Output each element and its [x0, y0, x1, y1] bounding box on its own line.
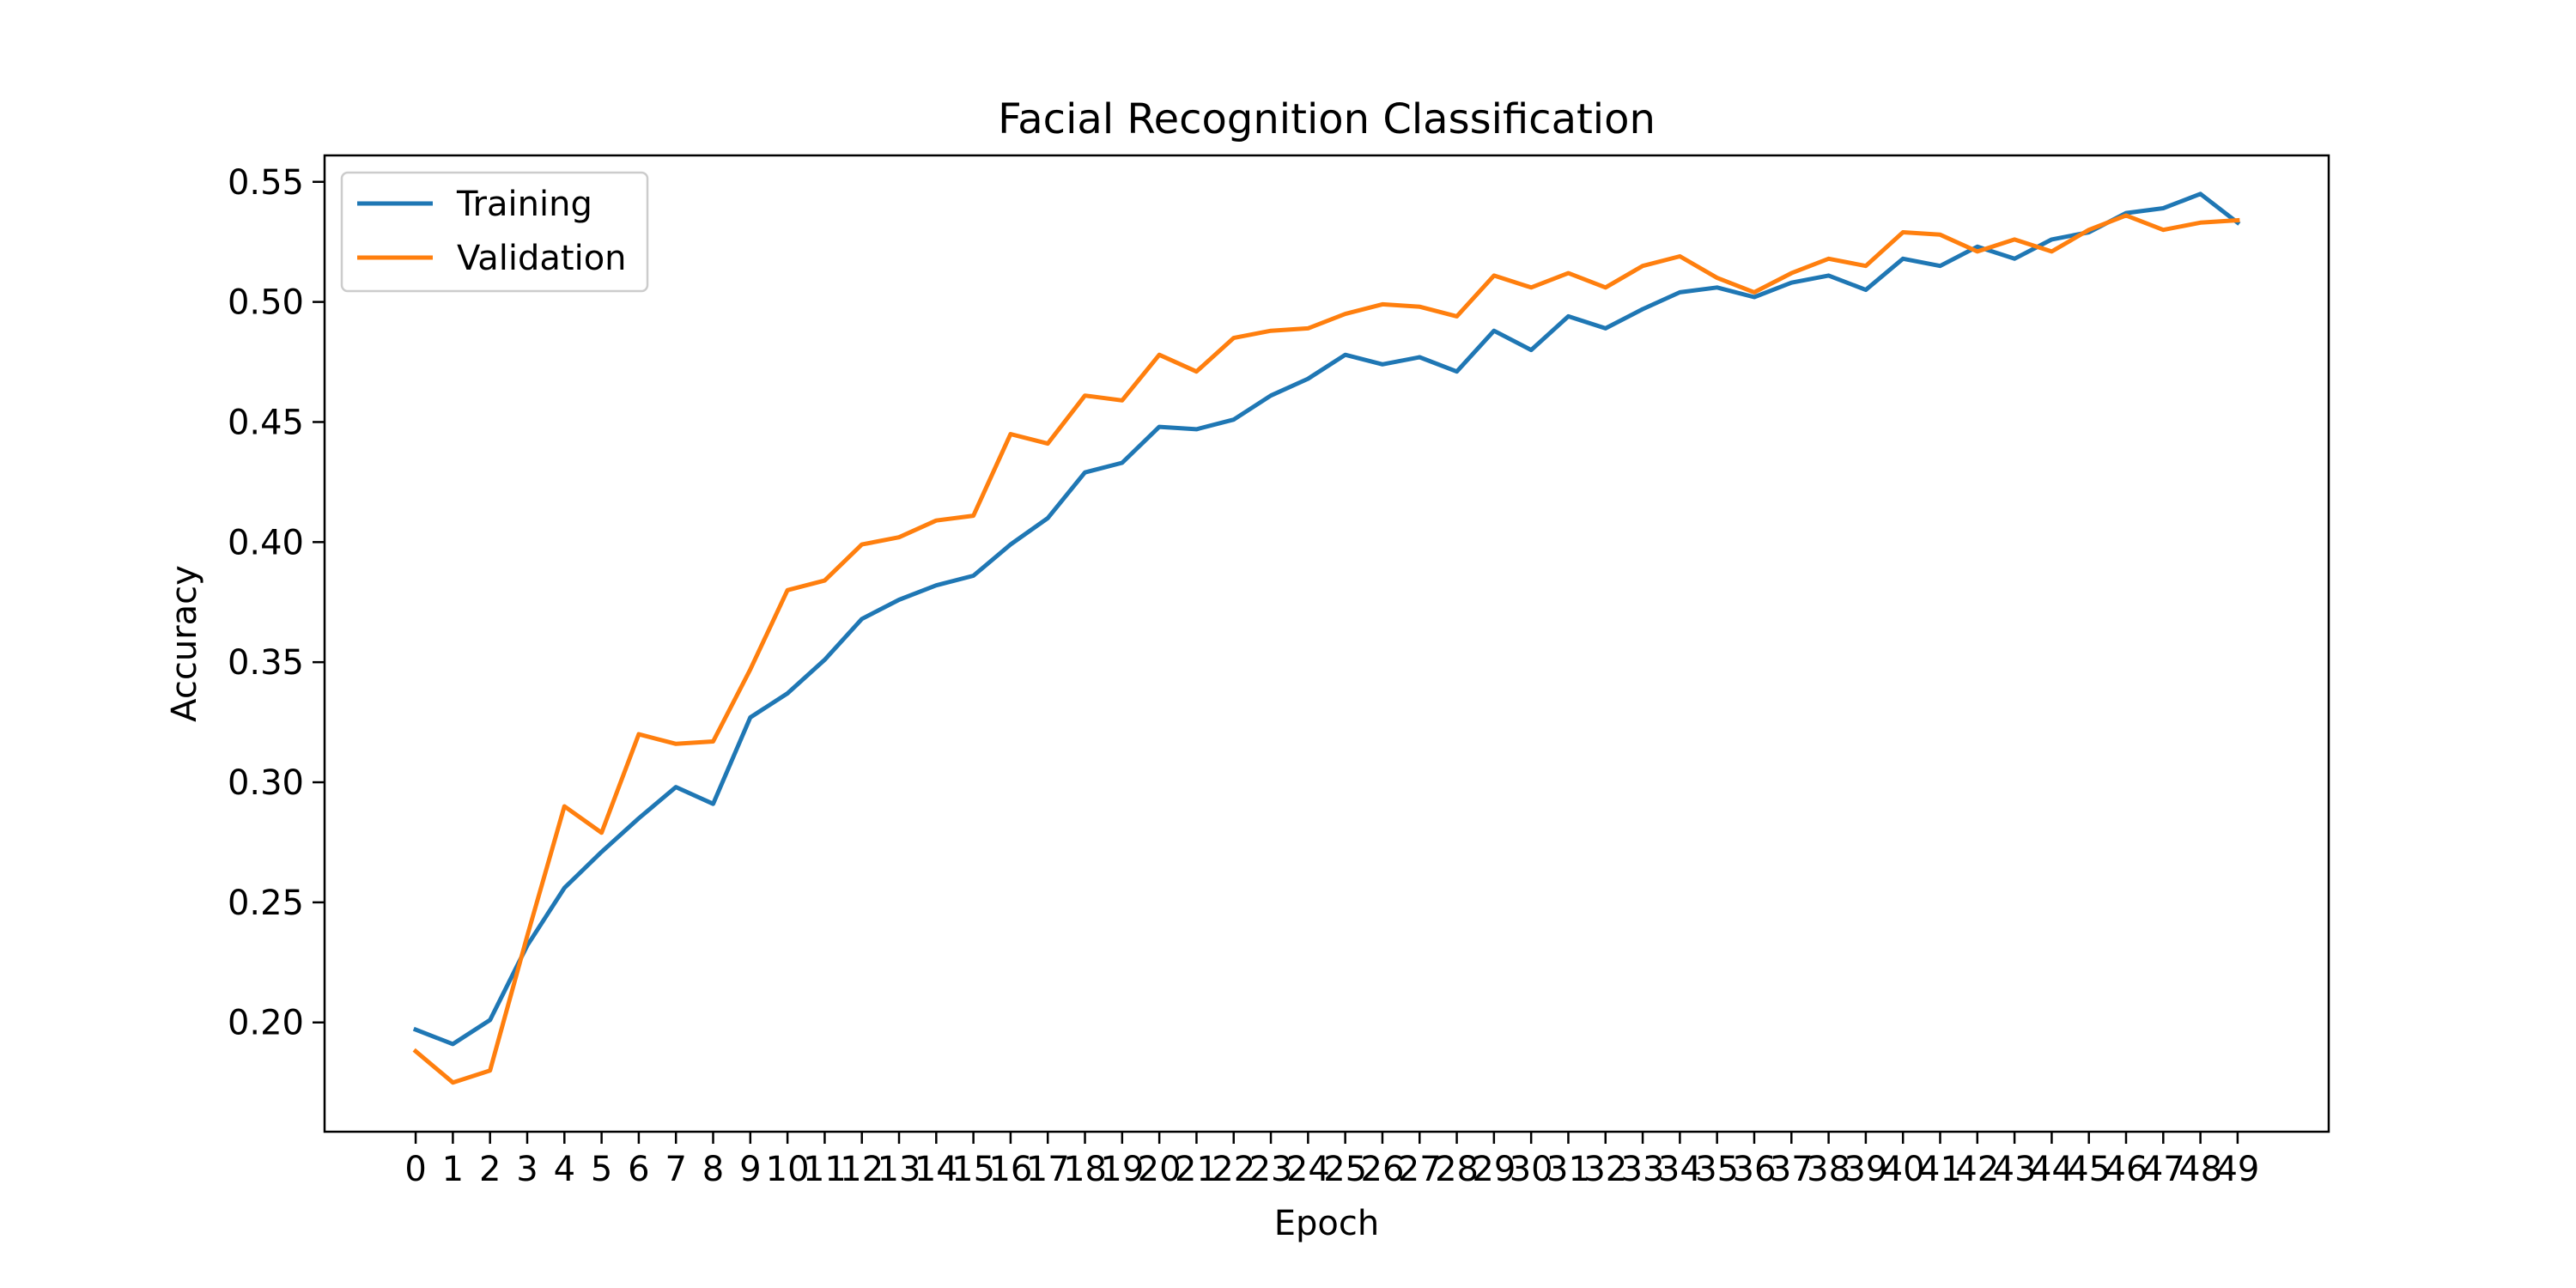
plot-frame [323, 154, 2330, 1133]
x-tick-label: 49 [2215, 1150, 2259, 1189]
x-tick-label: 11 [803, 1150, 847, 1189]
x-tick-label: 38 [1807, 1150, 1850, 1189]
series-line-training [412, 191, 2241, 1047]
x-tick-label: 39 [1844, 1150, 1887, 1189]
x-tick-label: 9 [739, 1150, 761, 1189]
x-tick-label: 5 [591, 1150, 612, 1189]
x-tick-label: 20 [1138, 1150, 1182, 1189]
x-tick-label: 45 [2067, 1150, 2111, 1189]
y-axis-label: Accuracy [165, 565, 204, 722]
y-tick-label: 0.50 [228, 283, 304, 323]
x-tick-label: 41 [1918, 1150, 1962, 1189]
x-tick-label: 40 [1881, 1150, 1925, 1189]
x-tick-label: 27 [1398, 1150, 1442, 1189]
x-tick-label: 35 [1695, 1150, 1739, 1189]
x-tick-label: 24 [1286, 1150, 1330, 1189]
x-tick-label: 15 [951, 1150, 995, 1189]
x-tick-label: 23 [1249, 1150, 1293, 1189]
x-tick-label: 28 [1435, 1150, 1479, 1189]
x-tick-label: 3 [516, 1150, 538, 1189]
x-tick-label: 0 [404, 1150, 426, 1189]
x-tick-label: 22 [1212, 1150, 1255, 1189]
x-tick-label: 2 [479, 1150, 501, 1189]
y-tick-label: 0.40 [228, 523, 304, 562]
x-tick-label: 30 [1510, 1150, 1553, 1189]
x-tick-label: 29 [1472, 1150, 1516, 1189]
x-tick-label: 47 [2142, 1150, 2185, 1189]
x-tick-label: 25 [1323, 1150, 1367, 1189]
y-tick-label: 0.30 [228, 763, 304, 803]
x-tick-label: 36 [1733, 1150, 1777, 1189]
x-tick-label: 31 [1546, 1150, 1590, 1189]
x-tick-label: 37 [1770, 1150, 1814, 1189]
x-tick-label: 13 [878, 1150, 921, 1189]
x-tick-label: 26 [1361, 1150, 1405, 1189]
x-tick-label: 46 [2105, 1150, 2148, 1189]
y-tick-label: 0.35 [228, 643, 304, 683]
y-tick-label: 0.25 [228, 884, 304, 923]
x-tick-label: 7 [665, 1150, 686, 1189]
x-tick-label: 8 [702, 1150, 724, 1189]
x-tick-label: 14 [914, 1150, 958, 1189]
x-tick-label: 16 [988, 1150, 1032, 1189]
legend-label-training: Training [456, 185, 592, 224]
x-tick-label: 1 [442, 1150, 464, 1189]
x-tick-label: 34 [1658, 1150, 1702, 1189]
chart-title: Facial Recognition Classification [998, 95, 1656, 143]
x-tick-label: 17 [1026, 1150, 1070, 1189]
x-tick-label: 33 [1621, 1150, 1665, 1189]
x-axis: 0 1 2 3 4 5 6 7 8 9 101112131415161718192021222324… [404, 1132, 2259, 1189]
x-tick-label: 18 [1063, 1150, 1107, 1189]
y-tick-label: 0.20 [228, 1004, 304, 1043]
x-tick-label: 6 [628, 1150, 649, 1189]
x-tick-label: 12 [840, 1150, 884, 1189]
x-tick-label: 44 [2030, 1150, 2074, 1189]
series-line-validation [412, 213, 2240, 1085]
x-tick-label: 43 [1993, 1150, 2037, 1189]
legend-label-validation: Validation [457, 239, 627, 278]
x-tick-label: 19 [1100, 1150, 1144, 1189]
x-tick-label: 48 [2178, 1150, 2222, 1189]
y-axis: 0.20 0.25 0.30 0.35 0.40 0.45 0.50 0.55 [228, 163, 325, 1043]
y-tick-label: 0.45 [228, 403, 304, 442]
x-tick-label: 42 [1955, 1150, 1999, 1189]
series-layer [412, 191, 2241, 1085]
x-tick-label: 10 [766, 1150, 810, 1189]
x-axis-label: Epoch [1274, 1204, 1379, 1243]
y-tick-label: 0.55 [228, 163, 304, 203]
x-tick-label: 21 [1175, 1150, 1218, 1189]
legend: Training Validation [340, 171, 649, 293]
x-tick-label: 32 [1583, 1150, 1627, 1189]
x-tick-label: 4 [554, 1150, 575, 1189]
